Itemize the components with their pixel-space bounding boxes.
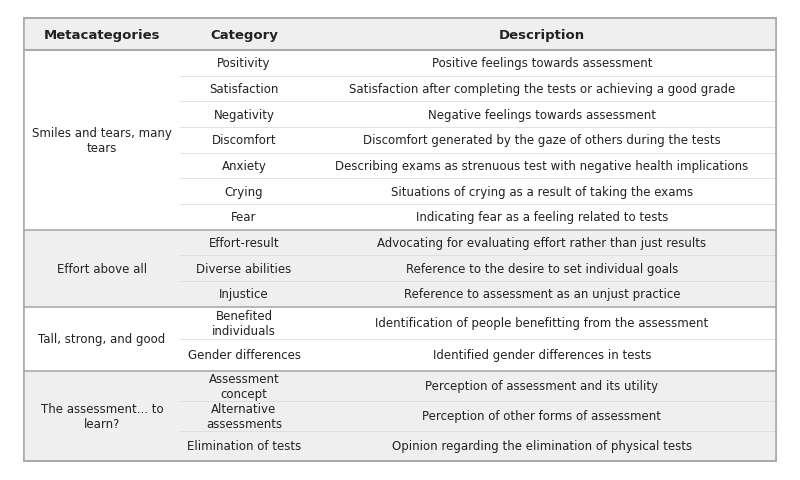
Text: Metacategories: Metacategories — [44, 29, 160, 42]
Text: The assessment... to
learn?: The assessment... to learn? — [41, 402, 163, 430]
Text: Discomfort: Discomfort — [212, 134, 276, 147]
Text: Tall, strong, and good: Tall, strong, and good — [38, 333, 166, 346]
Text: Benefited
individuals: Benefited individuals — [212, 309, 276, 337]
Bar — [24, 51, 776, 230]
Text: Indicating fear as a feeling related to tests: Indicating fear as a feeling related to … — [416, 211, 668, 224]
Text: Effort above all: Effort above all — [57, 262, 147, 275]
Text: Elimination of tests: Elimination of tests — [187, 439, 301, 452]
Text: Positive feelings towards assessment: Positive feelings towards assessment — [432, 57, 652, 70]
Text: Gender differences: Gender differences — [187, 348, 301, 361]
Text: Alternative
assessments: Alternative assessments — [206, 402, 282, 430]
Text: Crying: Crying — [225, 185, 263, 198]
Text: Reference to assessment as an unjust practice: Reference to assessment as an unjust pra… — [404, 288, 680, 301]
Text: Negative feelings towards assessment: Negative feelings towards assessment — [428, 108, 656, 121]
Text: Opinion regarding the elimination of physical tests: Opinion regarding the elimination of phy… — [392, 439, 692, 452]
Text: Perception of assessment and its utility: Perception of assessment and its utility — [426, 380, 658, 393]
Text: Assessment
concept: Assessment concept — [209, 372, 279, 400]
Text: Perception of other forms of assessment: Perception of other forms of assessment — [422, 409, 662, 422]
Text: Describing exams as strenuous test with negative health implications: Describing exams as strenuous test with … — [335, 160, 749, 173]
Text: Diverse abilities: Diverse abilities — [196, 262, 292, 275]
Text: Negativity: Negativity — [214, 108, 274, 121]
Text: Satisfaction: Satisfaction — [210, 83, 278, 96]
Text: Advocating for evaluating effort rather than just results: Advocating for evaluating effort rather … — [378, 237, 706, 250]
Text: Positivity: Positivity — [218, 57, 270, 70]
Text: Identification of people benefitting from the assessment: Identification of people benefitting fro… — [375, 317, 709, 330]
Text: Discomfort generated by the gaze of others during the tests: Discomfort generated by the gaze of othe… — [363, 134, 721, 147]
Text: Smiles and tears, many
tears: Smiles and tears, many tears — [32, 127, 172, 155]
Text: Satisfaction after completing the tests or achieving a good grade: Satisfaction after completing the tests … — [349, 83, 735, 96]
Text: Identified gender differences in tests: Identified gender differences in tests — [433, 348, 651, 361]
Bar — [24, 19, 776, 51]
Text: Description: Description — [499, 29, 585, 42]
Text: Fear: Fear — [231, 211, 257, 224]
Text: Effort-result: Effort-result — [209, 237, 279, 250]
Text: Injustice: Injustice — [219, 288, 269, 301]
Text: Category: Category — [210, 29, 278, 42]
Bar — [24, 371, 776, 461]
Bar — [24, 307, 776, 371]
Text: Reference to the desire to set individual goals: Reference to the desire to set individua… — [406, 262, 678, 275]
Bar — [24, 230, 776, 307]
Text: Situations of crying as a result of taking the exams: Situations of crying as a result of taki… — [391, 185, 693, 198]
Text: Anxiety: Anxiety — [222, 160, 266, 173]
